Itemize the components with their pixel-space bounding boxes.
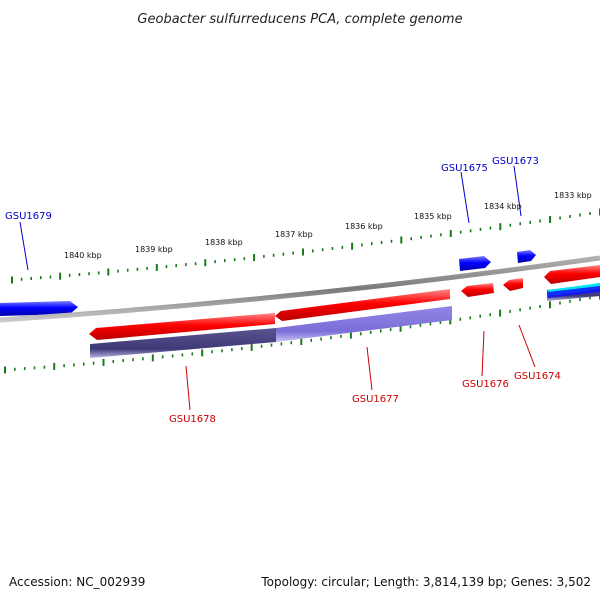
cds-track: [90, 283, 600, 358]
scale-label-1834: 1834 kbp: [484, 202, 522, 211]
gene-label-gsu1674[interactable]: GSU1674: [514, 371, 561, 382]
accession-text: Accession: NC_002939: [9, 575, 145, 589]
leader-gsu1674: [518, 324, 536, 368]
scale-label-1835: 1835 kbp: [414, 212, 452, 221]
gene-gsu1678-arrow[interactable]: [89, 313, 275, 340]
leader-gsu1673: [513, 165, 522, 217]
gene-label-gsu1676[interactable]: GSU1676: [462, 379, 509, 390]
scale-label-1836: 1836 kbp: [345, 222, 383, 231]
scale-label-1839: 1839 kbp: [135, 245, 173, 254]
gene-edge-arrow[interactable]: [544, 265, 600, 284]
leader-gsu1677: [366, 346, 373, 391]
genome-backbone: [0, 255, 600, 323]
genome-summary-text: Topology: circular; Length: 3,814,139 bp…: [260, 575, 591, 589]
leader-gsu1678: [185, 365, 191, 411]
scale-label-1833: 1833 kbp: [554, 191, 592, 200]
scale-labels: 1840 kbp 1839 kbp 1838 kbp 1837 kbp 1836…: [64, 191, 592, 260]
gene-gsu1675-arrow[interactable]: [459, 256, 491, 271]
gene-gsu1676-arrow[interactable]: [461, 283, 494, 297]
blue-edge-feature[interactable]: [548, 286, 600, 298]
cds-gsu1678[interactable]: [90, 328, 276, 358]
leader-gsu1679: [19, 221, 29, 271]
reverse-strand-track: [0, 250, 536, 316]
cds-gsu1677[interactable]: [276, 306, 452, 342]
scale-label-1837: 1837 kbp: [275, 230, 313, 239]
gene-gsu1677-arrow[interactable]: [275, 289, 450, 321]
gene-labels: GSU1679 GSU1678 GSU1677 GSU1676 GSU1675 …: [5, 156, 561, 425]
gene-label-gsu1675[interactable]: GSU1675: [441, 163, 488, 174]
scale-label-1840: 1840 kbp: [64, 251, 102, 260]
leader-gsu1676: [481, 330, 485, 377]
outer-tick-row: [11, 208, 600, 284]
gene-label-gsu1678[interactable]: GSU1678: [169, 414, 216, 425]
gene-gsu1679-arrow[interactable]: [0, 301, 78, 316]
gene-label-gsu1677[interactable]: GSU1677: [352, 394, 399, 405]
leader-gsu1675: [460, 171, 470, 224]
gene-label-gsu1679[interactable]: GSU1679: [5, 211, 52, 222]
gene-gsu1674-arrow[interactable]: [503, 278, 523, 291]
map-title: Geobacter sulfurreducens PCA, complete g…: [137, 12, 462, 27]
forward-strand-track: [89, 265, 600, 340]
gene-label-gsu1673[interactable]: GSU1673: [492, 156, 539, 167]
gene-gsu1673-arrow[interactable]: [517, 250, 536, 263]
scale-label-1838: 1838 kbp: [205, 238, 243, 247]
